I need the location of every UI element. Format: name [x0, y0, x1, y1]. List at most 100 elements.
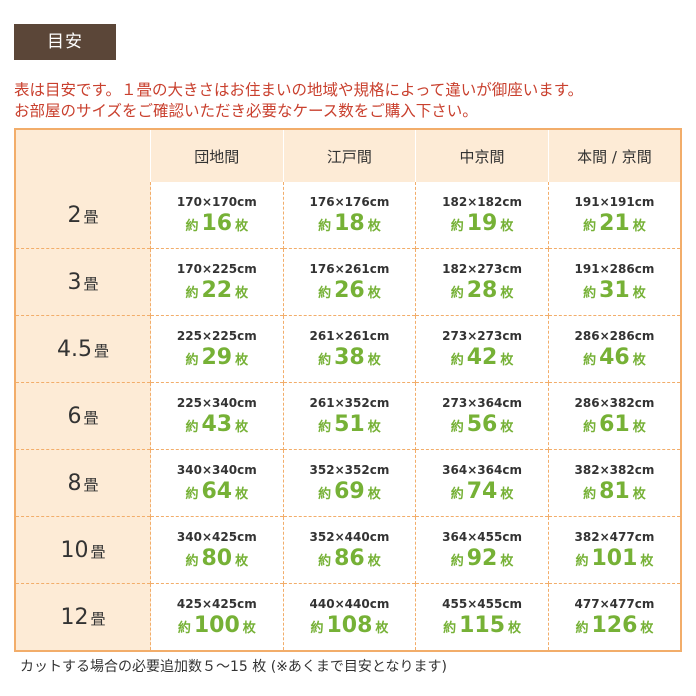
count-prefix: 約 [318, 218, 332, 234]
room-size: 261×352cm [309, 395, 390, 410]
row-label: 4.5 畳 [15, 315, 151, 383]
count-suffix: 枚 [500, 553, 514, 569]
cell: 286×286cm 約 46 枚 [547, 315, 681, 383]
count-prefix: 約 [185, 218, 199, 234]
cell: 182×273cm 約 28 枚 [415, 248, 549, 316]
cell: 340×340cm 約 64 枚 [150, 449, 284, 517]
room-size: 261×261cm [309, 328, 390, 343]
cell: 261×261cm 約 38 枚 [282, 315, 416, 383]
cell: 382×477cm 約 101 枚 [547, 516, 681, 584]
room-size: 191×191cm [574, 194, 655, 209]
cell: 382×382cm 約 81 枚 [547, 449, 681, 517]
room-size: 273×364cm [442, 395, 522, 410]
room-size: 191×286cm [574, 261, 655, 276]
cell: 170×170cm 約 16 枚 [150, 182, 284, 249]
count-prefix: 約 [450, 218, 464, 234]
unit: 畳 [90, 609, 106, 628]
cell: 440×440cm 約 108 枚 [282, 583, 416, 651]
count-prefix: 約 [185, 419, 199, 435]
count-number: 101 [591, 545, 638, 571]
case-count: 約 16 枚 [151, 211, 283, 236]
count-prefix: 約 [318, 419, 332, 435]
case-count: 約 101 枚 [549, 546, 680, 571]
case-count: 約 100 枚 [151, 613, 283, 638]
room-size: 170×170cm [176, 194, 257, 209]
count-suffix: 枚 [367, 553, 381, 569]
count-prefix: 約 [177, 620, 191, 636]
count-prefix: 約 [185, 352, 199, 368]
room-size: 225×225cm [176, 328, 257, 343]
cell: 340×425cm 約 80 枚 [150, 516, 284, 584]
column-header: 中京間 [415, 129, 549, 182]
room-size: 273×273cm [442, 328, 522, 343]
tatami-count: 3 [67, 269, 82, 295]
cell: 352×352cm 約 69 枚 [282, 449, 416, 517]
tatami-count: 6 [67, 403, 82, 429]
count-prefix: 約 [583, 419, 597, 435]
header-row: 団地間 江戸間 中京間 本間 / 京間 [15, 129, 681, 182]
count-number: 108 [326, 612, 373, 638]
column-header: 団地間 [150, 129, 284, 182]
case-count: 約 46 枚 [549, 345, 680, 370]
case-count: 約 74 枚 [416, 479, 548, 504]
cell: 286×382cm 約 61 枚 [547, 382, 681, 450]
count-number: 43 [201, 411, 233, 437]
count-suffix: 枚 [235, 553, 249, 569]
cell: 273×273cm 約 42 枚 [415, 315, 549, 383]
count-number: 126 [591, 612, 638, 638]
case-count: 約 92 枚 [416, 546, 548, 571]
count-suffix: 枚 [367, 285, 381, 301]
table-row: 2 畳 170×170cm 約 16 枚 176×176cm 約 18 枚 182×182cm 約 19… [15, 182, 681, 249]
count-number: 28 [466, 277, 498, 303]
count-prefix: 約 [583, 285, 597, 301]
cell: 176×176cm 約 18 枚 [282, 182, 416, 249]
count-suffix: 枚 [500, 285, 514, 301]
count-suffix: 枚 [508, 620, 522, 636]
room-size: 382×477cm [574, 529, 655, 544]
count-suffix: 枚 [632, 352, 646, 368]
cell: 182×182cm 約 19 枚 [415, 182, 549, 249]
tatami-count: 10 [60, 537, 89, 563]
column-header: 江戸間 [282, 129, 416, 182]
count-suffix: 枚 [367, 419, 381, 435]
count-prefix: 約 [583, 352, 597, 368]
column-header: 本間 / 京間 [547, 129, 681, 182]
cell: 261×352cm 約 51 枚 [282, 382, 416, 450]
table-row: 6 畳 225×340cm 約 43 枚 261×352cm 約 51 枚 273×364cm 約 56… [15, 382, 681, 450]
room-size: 286×286cm [574, 328, 655, 343]
count-suffix: 枚 [235, 218, 249, 234]
count-suffix: 枚 [235, 419, 249, 435]
count-suffix: 枚 [632, 486, 646, 502]
count-prefix: 約 [310, 620, 324, 636]
case-count: 約 43 枚 [151, 412, 283, 437]
room-size: 182×182cm [442, 194, 522, 209]
count-number: 42 [466, 344, 498, 370]
count-prefix: 約 [583, 486, 597, 502]
cell: 176×261cm 約 26 枚 [282, 248, 416, 316]
cell: 352×440cm 約 86 枚 [282, 516, 416, 584]
room-size: 182×273cm [442, 261, 522, 276]
note: 表は目安です。１畳の大きさはお住まいの地域や規格によって違いが御座います。 [14, 81, 584, 99]
unit: 畳 [90, 542, 106, 561]
note: お部屋のサイズをご確認いただき必要なケース数をご購入下さい。 [14, 102, 478, 120]
cell: 455×455cm 約 115 枚 [415, 583, 549, 651]
case-count: 約 42 枚 [416, 345, 548, 370]
count-number: 56 [466, 411, 498, 437]
count-prefix: 約 [318, 486, 332, 502]
case-count: 約 18 枚 [284, 211, 416, 236]
room-size: 225×340cm [176, 395, 257, 410]
count-prefix: 約 [575, 553, 589, 569]
count-prefix: 約 [318, 285, 332, 301]
count-number: 69 [334, 478, 365, 504]
room-size: 340×340cm [176, 462, 257, 477]
case-count: 約 26 枚 [284, 278, 416, 303]
count-prefix: 約 [185, 553, 199, 569]
unit: 畳 [83, 207, 99, 226]
count-suffix: 枚 [640, 553, 654, 569]
count-prefix: 約 [443, 620, 457, 636]
case-count: 約 38 枚 [284, 345, 416, 370]
